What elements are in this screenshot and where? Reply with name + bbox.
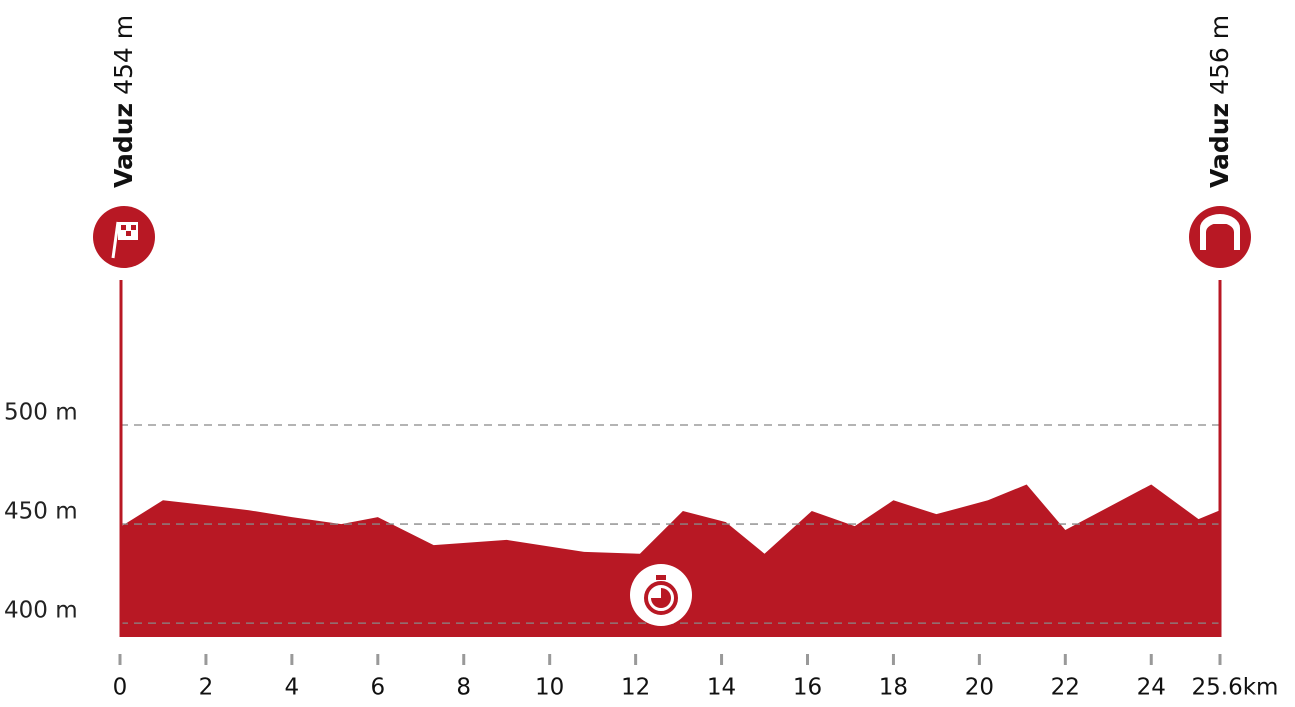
x-tick-label: 12 [621, 675, 650, 701]
elevation-area [120, 484, 1220, 637]
x-tick-label: 10 [535, 675, 564, 701]
x-tick-label: 4 [285, 675, 300, 701]
finish-marker [1189, 206, 1251, 637]
icon-crown [656, 575, 666, 580]
x-tick-label: 8 [456, 675, 471, 701]
x-tick-label: 18 [879, 675, 908, 701]
x-tick-label: 16 [793, 675, 822, 701]
y-tick-label: 500 m [4, 400, 78, 426]
time-trial-icon [630, 564, 692, 626]
start-altitude: 454 m [109, 15, 138, 95]
start-place: Vaduz [109, 103, 138, 188]
x-tick-label: 20 [965, 675, 994, 701]
icon-dial [644, 581, 678, 615]
y-tick-label: 400 m [4, 598, 78, 624]
x-tick-label: 24 [1137, 675, 1166, 701]
finish-place: Vaduz [1205, 103, 1234, 188]
finish-annotation: Vaduz 456 m [1205, 15, 1234, 188]
start-marker [93, 206, 155, 637]
finish-altitude: 456 m [1205, 15, 1234, 95]
x-tick-label: 6 [370, 675, 385, 701]
x-tick-label: 2 [199, 675, 214, 701]
x-tick-label: 14 [707, 675, 736, 701]
y-tick-label: 450 m [4, 499, 78, 525]
x-tick-label: 22 [1051, 675, 1080, 701]
icon-hand [651, 588, 671, 608]
x-tick-label: 25.6km [1192, 675, 1279, 701]
x-tick-label: 0 [113, 675, 128, 701]
start-annotation: Vaduz 454 m [109, 15, 138, 188]
